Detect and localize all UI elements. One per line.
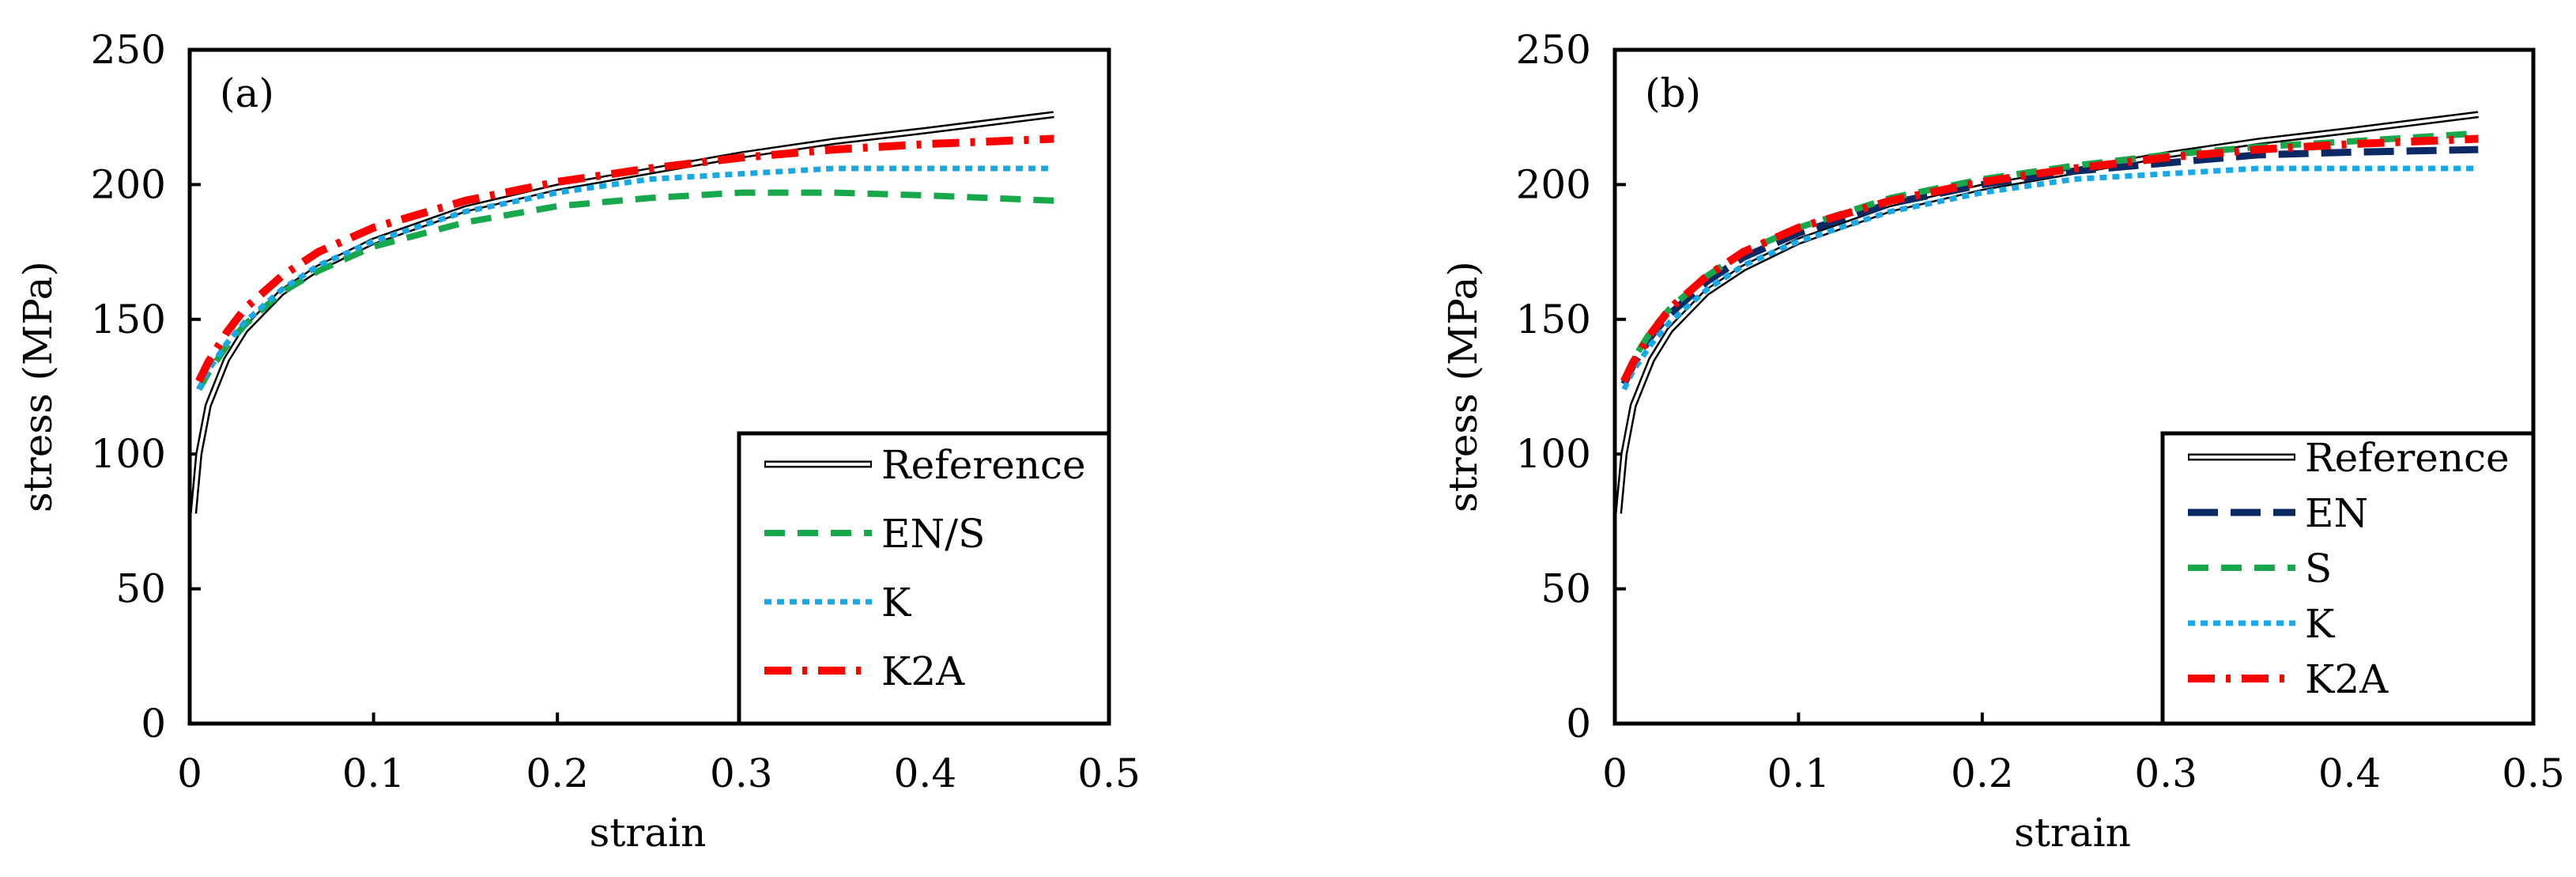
x-axis-title: strain [2014,810,2131,856]
chart-panel-b: 0 50 100 150 200 250 0 0.1 0.2 0.3 0.4 0.5 strain str… [1440,27,2565,856]
legend-box [2160,431,2536,726]
x-tick-label: 0.2 [1951,750,2014,796]
legend-label: K2A [881,648,965,694]
x-tick-label: 0.1 [342,750,405,796]
legend-label: EN [2305,490,2368,536]
y-tick-label: 100 [91,431,166,477]
y-tick-label: 150 [1516,297,1591,342]
y-tick-label: 200 [91,161,166,207]
series-group [190,111,1054,514]
series-reference-line-inner [1616,112,2479,514]
legend-box [737,431,1111,726]
legend: Reference EN SK K2A [2160,431,2536,726]
plot-frame [1612,47,2536,726]
series-k-line [196,165,1054,391]
x-tick-label: 0.4 [894,750,957,796]
series-k-line [1621,165,2479,391]
x-tick-label: 0.4 [2318,750,2382,796]
y-tick-label: 150 [91,297,166,342]
chart-panel-a: 0 50 100 150 200 250 0 0.1 0.2 0.3 0.4 0.5 strain str… [15,27,1141,856]
plot-frame [187,47,1111,726]
y-tick-label: 200 [1516,161,1591,207]
y-axis-title: stress (MPa) [15,261,61,512]
y-tick-label: 50 [1541,566,1591,612]
series-k2a-line [1620,134,2479,384]
legend-label: K [881,580,912,626]
legend-label: S [2305,546,2332,592]
series-en-s-line [196,189,1054,391]
legend: Reference EN/S K K2A [737,431,1111,726]
legend-label: K2A [2305,656,2389,702]
x-axis-title: strain [590,810,707,856]
legend-label: Reference [881,442,1086,488]
y-axis-title: stress (MPa) [1440,261,1486,512]
legend-label: K [2305,601,2336,647]
x-tick-label: 0.1 [1767,750,1831,796]
y-tick-label: 0 [1566,701,1591,747]
x-tick-label: 0.2 [526,750,589,796]
series-reference-line-inner [191,112,1054,514]
series-group [1615,111,2479,514]
legend-label: Reference [2305,435,2510,481]
y-tick-label: 100 [1516,431,1591,477]
series-k2a-line [195,134,1054,384]
x-tick-label: 0.3 [710,750,773,796]
y-tick-label: 50 [115,566,166,612]
y-tick-label: 250 [91,27,166,73]
panel-label: (a) [220,70,274,116]
panel-label: (b) [1645,70,1701,116]
x-tick-label: 0 [177,750,202,796]
x-tick-label: 0.3 [2134,750,2197,796]
x-tick-label: 0 [1602,750,1627,796]
x-tick-label: 0.5 [2502,750,2565,796]
y-tick-label: 0 [141,701,166,747]
y-tick-label: 250 [1516,27,1591,73]
legend-label: EN/S [881,511,985,557]
x-tick-label: 0.5 [1077,750,1141,796]
